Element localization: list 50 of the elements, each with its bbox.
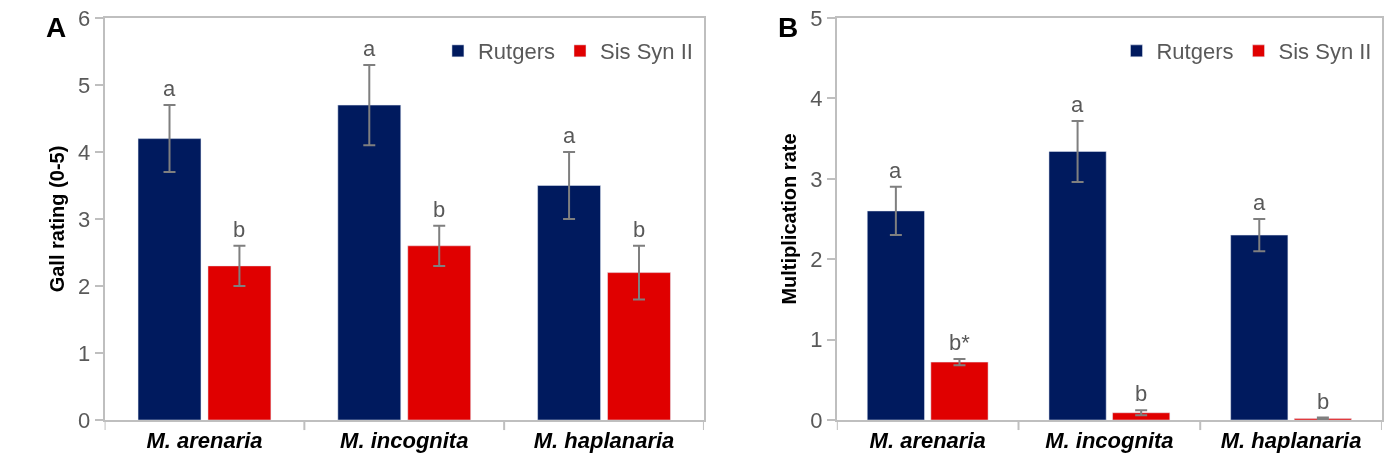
bar bbox=[1112, 412, 1171, 420]
annotation: b bbox=[1135, 381, 1148, 406]
bar bbox=[207, 265, 272, 420]
bar bbox=[930, 361, 989, 420]
bar bbox=[537, 185, 601, 420]
bar bbox=[407, 245, 471, 420]
bar bbox=[337, 104, 402, 420]
x-tick-label: M. arenaria bbox=[869, 428, 986, 454]
legend-label: Sis Syn II bbox=[1278, 39, 1372, 65]
annotation: b bbox=[233, 217, 246, 242]
annotation: a bbox=[163, 76, 176, 101]
bar bbox=[607, 272, 671, 420]
y-axis-title: Multiplication rate bbox=[778, 133, 801, 305]
y-tick-label: 6 bbox=[77, 5, 91, 31]
bar bbox=[137, 138, 202, 420]
annotation: b bbox=[433, 197, 446, 222]
annotation: a bbox=[1253, 190, 1266, 215]
legend-label: Sis Syn II bbox=[599, 39, 693, 65]
y-tick-label: 4 bbox=[77, 139, 91, 165]
legend-label: Rutgers bbox=[477, 39, 555, 65]
x-tick-label: M. incognita bbox=[340, 428, 469, 454]
y-tick-label: 1 bbox=[810, 327, 823, 353]
y-tick-label: 3 bbox=[77, 206, 91, 232]
x-tick-label: M. haplanaria bbox=[1220, 428, 1362, 454]
y-axis-title: Gall rating (0-5) bbox=[45, 145, 68, 293]
y-tick-label: 2 bbox=[77, 273, 91, 299]
chart-title: B bbox=[778, 12, 799, 43]
annotation: a bbox=[563, 123, 576, 148]
y-tick-label: 5 bbox=[77, 72, 91, 98]
y-tick-label: 3 bbox=[810, 166, 823, 192]
annotation: b* bbox=[949, 330, 971, 355]
y-tick-label: 0 bbox=[810, 407, 823, 433]
x-tick-label: M. incognita bbox=[1045, 428, 1174, 454]
annotation: a bbox=[889, 158, 902, 183]
annotation: b bbox=[633, 217, 646, 242]
chart-title: A bbox=[46, 12, 67, 43]
annotation: a bbox=[363, 36, 376, 61]
y-tick-label: 1 bbox=[77, 340, 91, 366]
y-tick-label: 0 bbox=[77, 407, 91, 433]
annotation: b bbox=[1317, 389, 1330, 414]
y-tick-label: 4 bbox=[810, 86, 823, 112]
y-tick-label: 2 bbox=[810, 246, 823, 272]
bar bbox=[1048, 151, 1107, 420]
bar bbox=[1230, 234, 1289, 420]
legend-label: Rutgers bbox=[1156, 39, 1234, 65]
bar bbox=[867, 210, 925, 420]
x-tick-label: M. arenaria bbox=[146, 428, 263, 454]
x-tick-label: M. haplanaria bbox=[533, 428, 675, 454]
annotation: a bbox=[1071, 92, 1084, 117]
y-tick-label: 5 bbox=[810, 5, 823, 31]
